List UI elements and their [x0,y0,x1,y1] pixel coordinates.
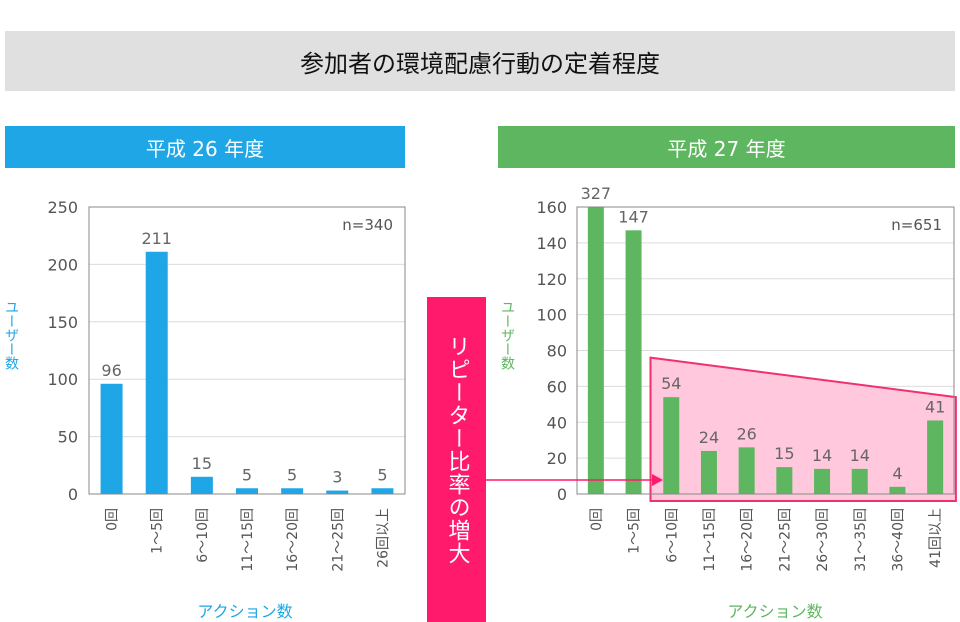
x-tick-label: 21～25回 [777,508,793,572]
y-tick-label: 60 [547,377,567,396]
data-label: 96 [101,361,121,380]
data-label: 41 [925,397,945,416]
y-tick-label: 100 [536,306,567,325]
data-label: 3 [332,468,342,487]
bar [889,486,906,494]
plot-frame [576,206,955,495]
x-tick-label: 16～20回 [285,508,301,572]
x-tick-label: 6～10回 [664,508,680,563]
data-label: 5 [377,465,387,484]
data-label: 327 [581,184,612,203]
sample-size-annotation: n=340 [342,216,393,234]
bar [700,450,717,494]
y-tick-label: 20 [547,449,567,468]
x-tick-label: 21～25回 [330,508,346,572]
x-tick-label: 1～5回 [627,508,643,554]
x-tick-label: 0回 [105,508,121,531]
chart-title-h26: 平成 26 年度 [5,126,405,168]
bar [145,251,168,494]
x-tick-label: 26～30回 [815,508,831,572]
repeater-highlight-area [649,356,957,502]
y-axis-title-h27: ユーザー数 [499,300,515,370]
bar [236,488,258,494]
x-tick-label: 41回以上 [928,508,944,568]
x-tick-label: 0回 [589,508,605,531]
callout-label: リピーター比率の増大 [444,335,470,565]
chart-title-h27: 平成 27 年度 [498,126,955,168]
y-tick-label: 160 [536,198,567,217]
bar [371,488,394,494]
data-label: 14 [812,446,832,465]
y-tick-label: 250 [47,198,78,217]
bar [100,383,123,494]
page-title: 参加者の環境配慮行動の定着程度 [5,31,955,91]
bar [587,207,604,494]
y-tick-label: 0 [557,485,567,504]
sample-size-annotation: n=651 [891,216,942,234]
data-label: 15 [192,454,212,473]
bar [738,447,755,494]
y-tick-label: 200 [47,255,78,274]
data-label: 54 [661,374,681,393]
data-label: 26 [736,424,756,443]
callout-arrow-head [652,474,663,486]
x-tick-label: 11～15回 [240,508,256,572]
bar [190,476,213,494]
x-tick-label: 16～20回 [740,508,756,572]
plot-frame [88,206,406,495]
bar [814,468,831,494]
y-tick-label: 140 [536,234,567,253]
data-label: 14 [850,446,870,465]
bar [851,468,868,494]
y-tick-label: 120 [536,270,567,289]
y-axis-title-h26: ユーザー数 [3,300,19,370]
x-axis-title: アクション数 [197,602,292,621]
bar [663,397,680,494]
y-tick-label: 40 [547,413,567,432]
bar [927,420,944,494]
data-label: 15 [774,444,794,463]
data-label: 5 [287,465,297,484]
bar [326,490,349,494]
data-label: 211 [141,229,172,248]
x-tick-label: 31～35回 [853,508,869,572]
data-label: 24 [699,428,719,447]
y-tick-label: 150 [47,313,78,332]
data-label: 147 [618,207,649,226]
x-axis-title: アクション数 [727,602,822,621]
x-tick-label: 11～15回 [702,508,718,572]
repeater-ratio-callout: リピーター比率の増大 [427,297,486,622]
y-tick-label: 50 [58,428,78,447]
bar [776,467,793,494]
y-tick-label: 100 [47,370,78,389]
x-tick-label: 1～5回 [150,508,166,554]
bar [281,488,304,494]
bar [625,230,642,494]
y-tick-label: 0 [68,485,78,504]
x-tick-label: 36～40回 [890,508,906,572]
y-tick-label: 80 [547,342,567,361]
x-tick-label: 26回以上 [375,508,391,568]
x-tick-label: 6～10回 [195,508,211,563]
data-label: 5 [242,465,252,484]
data-label: 4 [892,464,902,483]
